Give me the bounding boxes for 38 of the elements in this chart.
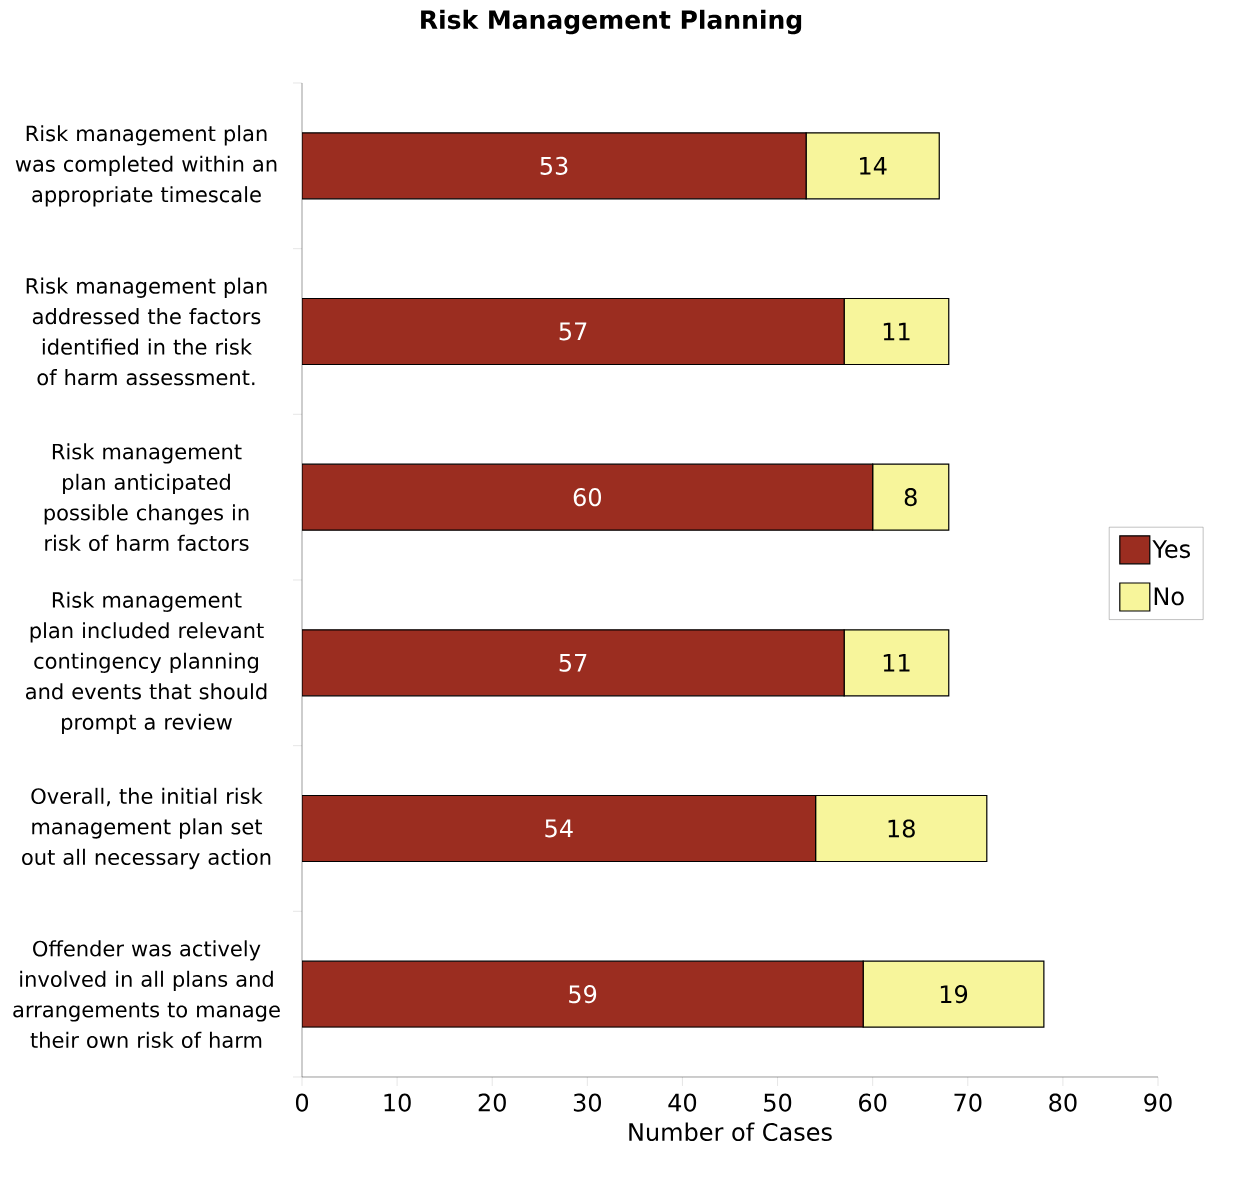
bar	[302, 297, 845, 366]
data-label: 8	[904, 488, 917, 507]
data-label: 18	[888, 819, 915, 838]
bar	[302, 794, 817, 863]
legend-label: No	[1154, 587, 1184, 606]
data-label: 59	[569, 985, 597, 1004]
bar	[302, 463, 874, 531]
y-tick-label: Overall, the initial risk management plan set out all necessary action	[22, 787, 271, 870]
legend-label: Yes	[1152, 540, 1190, 559]
y-tick-label: Risk management plan anticipated possible changes in risk of harm factors	[44, 443, 249, 552]
data-label: 11	[883, 322, 910, 341]
x-tick-label: 30	[573, 1093, 602, 1112]
y-tick-label: Offender was actively involved in all plans and arrangements to manage their own risk of harm	[13, 940, 280, 1049]
x-tick-label: 70	[954, 1093, 982, 1112]
chart-title: Risk Management Planning	[421, 9, 802, 35]
y-tick-label: Risk management plan addressed the factors identified in the risk of harm assessment.	[26, 277, 267, 386]
x-tick-label: 60	[859, 1093, 887, 1112]
y-tick-label: Risk management plan included relevant contingency planning and events that should prompt a review	[25, 591, 267, 734]
x-tick-label: 40	[668, 1093, 697, 1112]
x-tick-label: 20	[478, 1093, 506, 1112]
x-tick-label: 0	[295, 1093, 309, 1112]
data-label: 57	[559, 653, 587, 672]
x-tick-label: 10	[384, 1093, 411, 1112]
y-tick-label: Risk management plan was completed within an appropriate timescale	[15, 125, 277, 207]
x-tick-label: 50	[764, 1093, 792, 1112]
x-tick-label: 80	[1049, 1093, 1077, 1112]
data-label: 19	[940, 985, 968, 1004]
bar	[302, 960, 864, 1028]
bar	[302, 629, 845, 697]
data-label: 11	[883, 654, 910, 672]
data-label: 53	[540, 156, 568, 175]
data-label: 54	[545, 819, 573, 838]
x-tick-label: 90	[1144, 1093, 1172, 1112]
data-label: 14	[860, 157, 887, 175]
bar	[302, 132, 807, 200]
data-label: 60	[573, 488, 602, 507]
x-axis-title: Number of Cases	[629, 1122, 832, 1142]
data-label: 57	[559, 322, 587, 341]
